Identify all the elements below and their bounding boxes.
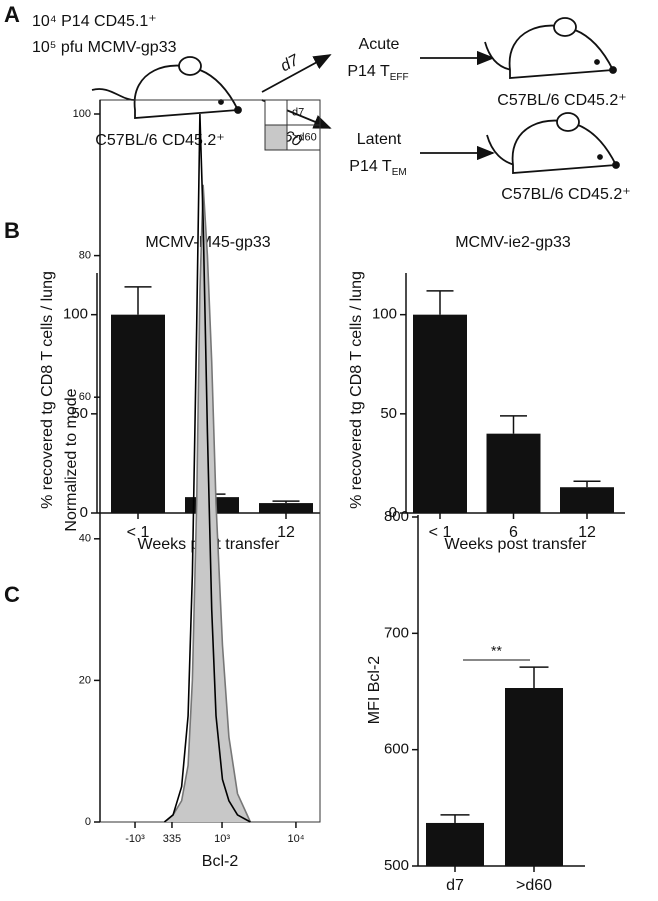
- x-axis-label: Bcl-2: [202, 853, 239, 870]
- x-tick-label: -10³: [125, 833, 145, 845]
- y-axis-label: Normalized to mode: [63, 388, 80, 531]
- y-tick-label: 0: [80, 504, 88, 521]
- y-tick-label: 800: [384, 508, 409, 525]
- cell-text: P14 TEM: [349, 158, 406, 177]
- x-tick-label: 10³: [214, 833, 230, 845]
- arrow-label: d7: [278, 51, 303, 75]
- bar: [259, 503, 313, 513]
- y-tick-label: 100: [372, 306, 397, 323]
- legend-label: >d60: [292, 131, 317, 143]
- y-axis-label: % recovered tg CD8 T cells / lung: [348, 271, 365, 509]
- host-text: C57BL/6 CD45.2⁺: [95, 132, 224, 149]
- y-tick-label: 100: [63, 306, 88, 323]
- x-tick-label: 12: [277, 524, 295, 541]
- legend-swatch: [264, 99, 288, 126]
- panel-label: A: [4, 2, 20, 27]
- recipient-text: C57BL/6 CD45.2⁺: [501, 186, 630, 203]
- donor-text: 10⁵ pfu MCMV-gp33: [32, 39, 177, 56]
- y-tick-label: 50: [71, 405, 88, 422]
- cell-name: P14 T: [347, 63, 390, 80]
- bar: [111, 314, 165, 513]
- arrow: [261, 54, 332, 93]
- mouse: [484, 17, 617, 79]
- y-tick-label: 80: [79, 250, 91, 262]
- cell-sub: EFF: [390, 72, 409, 83]
- x-axis-label: Weeks post transfer: [445, 536, 588, 553]
- y-tick-label: 40: [79, 533, 91, 545]
- bar: [413, 314, 467, 513]
- recipient-text: C57BL/6 CD45.2⁺: [497, 92, 626, 109]
- chart-title: MCMV-ie2-gp33: [455, 234, 571, 251]
- mouse: [91, 56, 242, 119]
- y-tick-label: 700: [384, 624, 409, 641]
- bar: [560, 487, 614, 513]
- legend-cell: [286, 124, 321, 151]
- chart-title: MCMV-M45-gp33: [145, 234, 270, 251]
- y-tick-label: 0: [389, 504, 397, 521]
- x-tick-label: < 1: [127, 524, 150, 541]
- bar: [486, 433, 541, 513]
- y-tick-label: 60: [79, 391, 91, 403]
- histogram-curve: [163, 113, 251, 823]
- y-tick-label: 20: [79, 674, 91, 686]
- panel-label: B: [4, 218, 20, 243]
- cell-text: P14 TEFF: [347, 63, 408, 82]
- x-tick-label: 10⁴: [287, 833, 304, 845]
- histogram-curve: [163, 184, 252, 823]
- donor-text: 10⁴ P14 CD45.1⁺: [32, 13, 157, 30]
- y-axis-label: % recovered tg CD8 T cells / lung: [39, 271, 56, 509]
- y-tick-label: 500: [384, 857, 409, 874]
- bar: [505, 688, 563, 866]
- cell-name: P14 T: [349, 158, 392, 175]
- x-tick-label: 6: [509, 524, 518, 541]
- y-tick-label: 0: [85, 816, 91, 828]
- y-tick-label: 600: [384, 741, 409, 758]
- x-tick-label: 335: [163, 833, 181, 845]
- y-axis-label: MFI Bcl-2: [366, 656, 383, 725]
- y-tick-label: 50: [380, 405, 397, 422]
- y-tick-label: 100: [73, 108, 91, 120]
- cell-sub: EM: [392, 167, 407, 178]
- x-tick-label: >d60: [516, 877, 552, 894]
- mouse: [486, 112, 620, 174]
- bar: [426, 822, 484, 866]
- legend-label: d7: [292, 106, 304, 118]
- legend-swatch: [264, 124, 288, 151]
- x-tick-label: d7: [446, 877, 464, 894]
- cell-text: Acute: [359, 36, 400, 53]
- diagram: 10⁴ P14 CD45.1⁺ 10⁵ pfu MCMV-gp33 C57BL/…: [32, 13, 631, 203]
- x-tick-label: 12: [578, 524, 596, 541]
- x-tick-label: < 1: [429, 524, 452, 541]
- panel-label: C: [4, 582, 20, 607]
- significance-label: **: [491, 643, 502, 659]
- cell-text: Latent: [357, 131, 402, 148]
